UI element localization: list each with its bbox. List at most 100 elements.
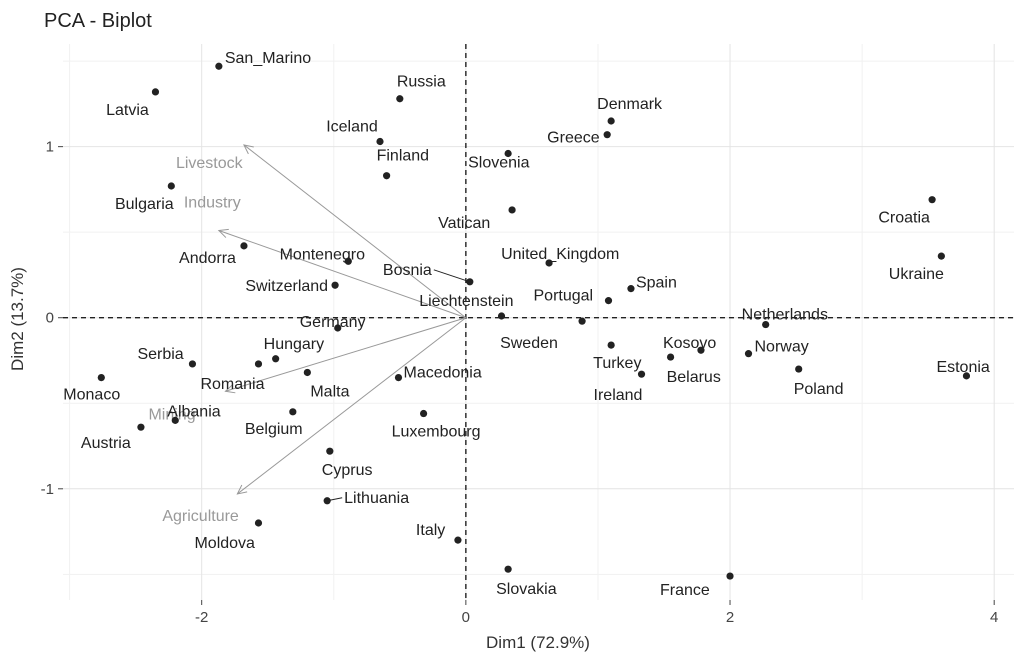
point-ukraine [937,252,945,260]
point-turkey [607,341,615,349]
point-label-ukraine: Ukraine [889,266,944,283]
point-malta [303,368,311,377]
point-latvia [151,88,160,96]
point-portugal [604,297,613,305]
point-label-ireland: Ireland [594,387,643,404]
point-label-belarus: Belarus [667,369,721,386]
point-label-germany: Germany [300,314,366,331]
point-kosovo [697,346,705,354]
x-tick-label: 0 [462,609,470,626]
point-germany [334,324,342,332]
point-vatican [508,206,516,214]
variable-arrow-agriculture [237,317,467,495]
point-croatia [928,196,936,204]
point-label-kosovo: Kosovo [663,335,716,352]
point-serbia [188,360,197,368]
y-tick-label: -1 [41,481,54,498]
x-tick-label: 2 [726,609,734,626]
zero-reference-lines [63,44,1014,600]
point-slovenia [504,149,512,158]
point-label-netherlands: Netherlands [742,307,828,324]
point-label-poland: Poland [794,381,844,398]
point-italy [454,536,462,544]
point-poland [795,365,803,373]
y-axis-title: Dim2 (13.7%) [8,267,27,371]
point-sweden [578,317,586,325]
point-greece [603,131,611,139]
point-label-spain: Spain [636,275,677,292]
point-norway [744,350,753,358]
point-monaco [97,374,105,382]
point-finland [383,172,391,180]
y-tick-label: 1 [46,139,54,156]
point-label-luxembourg: Luxembourg [392,424,481,441]
point-label-liechtenstein: Liechtenstein [419,293,513,310]
variable-label-industry: Industry [184,194,241,211]
point-label-austria: Austria [81,435,131,452]
point-belarus [666,353,675,361]
variable-label-agriculture: Agriculture [162,508,239,525]
point-label-romania: Romania [200,376,264,393]
point-label-greece: Greece [547,130,600,147]
point-liechtenstein [497,312,506,320]
point-label-vatican: Vatican [438,215,490,232]
point-label-serbia: Serbia [137,346,183,363]
point-romania [254,360,263,368]
point-luxembourg [419,409,428,418]
point-label-sweden: Sweden [500,335,558,352]
point-macedonia [394,374,403,382]
point-label-bulgaria: Bulgaria [115,196,174,213]
variable-arrowhead [236,484,248,495]
label-leader-line [433,269,470,283]
point-austria [137,423,145,431]
point-label-monaco: Monaco [63,387,120,404]
variable-arrow-industry [218,230,467,319]
point-label-finland: Finland [377,148,429,165]
point-label-slovakia: Slovakia [496,581,557,598]
variable-arrowhead [217,228,229,238]
variable-arrowhead [243,144,254,155]
point-label-latvia: Latvia [106,102,149,119]
variable-arrow-mining [225,317,467,392]
point-san_marino [215,62,223,70]
point-label-turkey: Turkey [593,355,641,372]
point-label-andorra: Andorra [179,250,236,267]
point-label-russia: Russia [397,74,446,91]
point-label-moldova: Moldova [194,535,255,552]
point-andorra [240,242,248,250]
point-label-portugal: Portugal [534,288,594,305]
point-denmark [607,117,615,125]
point-montenegro [344,257,352,265]
point-belgium [289,408,297,416]
point-label-denmark: Denmark [597,96,663,113]
point-moldova [254,519,263,527]
point-label-cyprus: Cyprus [322,462,373,479]
point-label-hungary: Hungary [264,336,324,353]
axis-ticks: -2 0 2 4 -1 0 1 [41,139,999,626]
chart-title: PCA - Biplot [44,10,152,32]
point-france [726,572,734,580]
point-netherlands [762,320,770,329]
point-label-iceland: Iceland [326,119,378,136]
point-label-lithuania: Lithuania [344,490,409,507]
variable-label-mining: Mining [148,406,195,423]
point-cyprus [326,447,334,455]
point-slovakia [504,565,512,573]
point-label-croatia: Croatia [878,210,930,227]
point-labels: San_Marino Latvia Russia Iceland Finland Slov… [63,50,990,599]
individual-points [97,62,971,580]
point-label-belgium: Belgium [245,421,303,438]
point-estonia [962,372,971,380]
point-label-estonia: Estonia [936,359,989,376]
variable-arrowhead [224,384,236,394]
point-iceland [376,137,384,146]
point-albania [171,416,179,424]
point-label-switzerland: Switzerland [245,278,328,295]
point-label-montenegro: Montenegro [280,246,365,263]
point-spain [627,285,635,293]
y-tick-label: 0 [46,310,54,327]
point-russia [396,95,404,103]
point-hungary [272,355,280,363]
point-label-italy: Italy [416,522,445,539]
